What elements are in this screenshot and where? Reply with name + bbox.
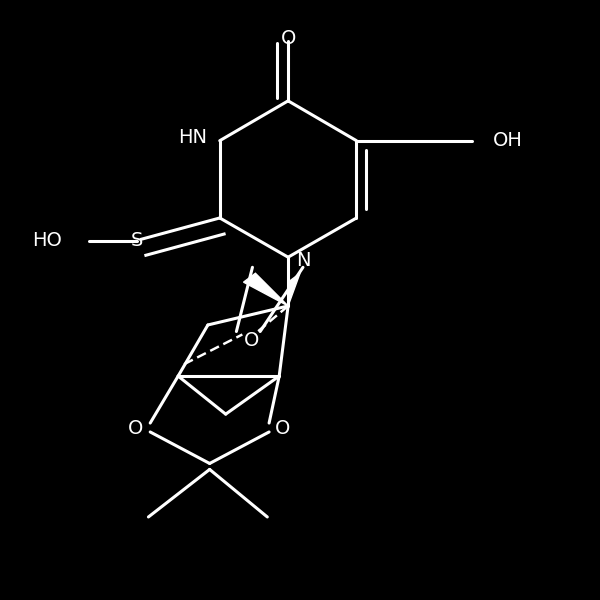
Text: N: N: [296, 251, 310, 269]
Text: O: O: [274, 419, 290, 439]
Polygon shape: [288, 273, 300, 306]
Text: O: O: [280, 29, 296, 48]
Text: S: S: [130, 231, 143, 250]
Text: O: O: [128, 419, 143, 439]
Polygon shape: [244, 273, 288, 306]
Text: HN: HN: [179, 128, 208, 147]
Text: O: O: [244, 331, 259, 350]
Text: HO: HO: [32, 231, 62, 250]
Text: OH: OH: [493, 131, 523, 150]
